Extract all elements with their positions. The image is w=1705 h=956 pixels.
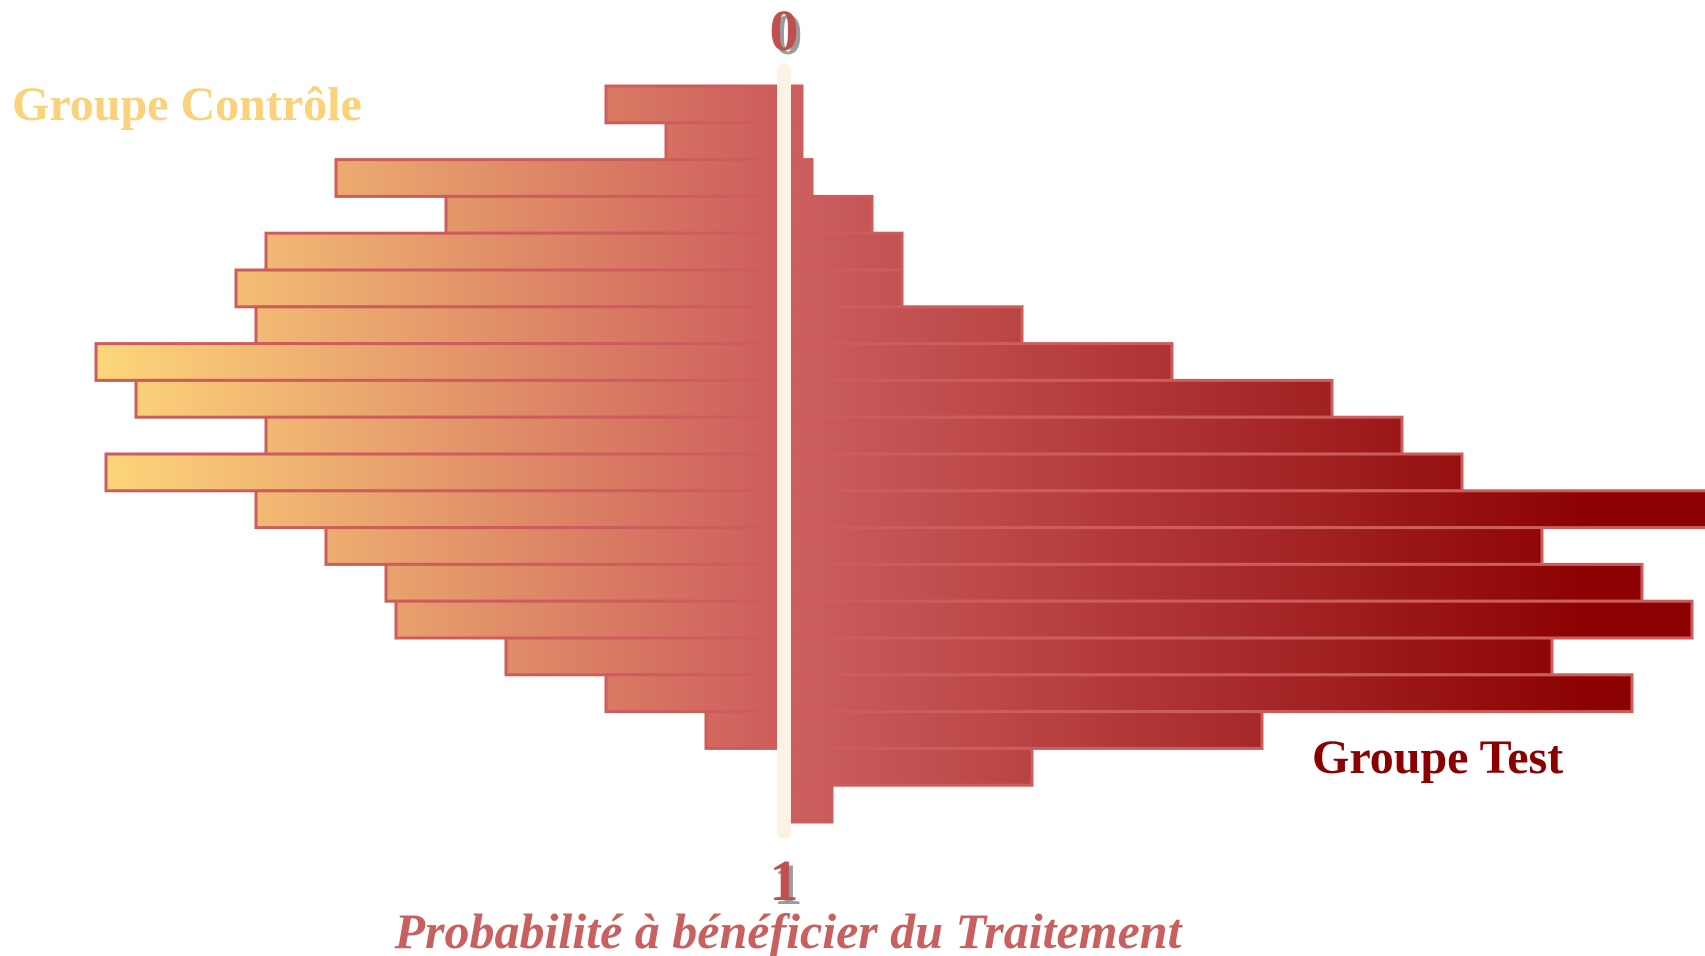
control-bar-13 bbox=[384, 562, 778, 603]
control-group-bars bbox=[94, 84, 778, 750]
control-bar-4 bbox=[264, 231, 778, 272]
control-bar-12 bbox=[324, 526, 778, 566]
control-bar-7 bbox=[94, 342, 778, 382]
test-bar-17 bbox=[790, 710, 1264, 750]
test-bar-1 bbox=[790, 121, 804, 162]
test-bar-2 bbox=[790, 158, 814, 198]
test-bar-9 bbox=[790, 415, 1404, 456]
control-bar-6 bbox=[254, 305, 778, 346]
control-bar-14 bbox=[394, 599, 778, 640]
x-axis-title: Probabilité à bénéficier du Traitement bbox=[394, 903, 1184, 956]
tick-label-0: 0 bbox=[770, 0, 799, 63]
control-bar-16 bbox=[604, 673, 778, 714]
control-bar-11 bbox=[254, 489, 778, 530]
test-bar-13 bbox=[790, 562, 1644, 603]
test-bar-0 bbox=[790, 84, 804, 125]
tick-label-0-shadow: 0 bbox=[774, 2, 803, 67]
control-bar-9 bbox=[264, 415, 778, 456]
test-bar-4 bbox=[790, 231, 904, 272]
control-bar-1 bbox=[664, 121, 778, 162]
test-bar-15 bbox=[790, 636, 1554, 677]
legend-test-group: Groupe Test bbox=[1312, 731, 1563, 784]
test-group-bars bbox=[790, 84, 1705, 824]
tick-label-1-shadow: 1 bbox=[774, 852, 803, 917]
test-bar-11 bbox=[790, 489, 1705, 530]
tick-label-1: 1 bbox=[770, 848, 799, 913]
test-bar-8 bbox=[790, 378, 1334, 419]
control-bar-2 bbox=[334, 158, 778, 198]
test-bar-10 bbox=[790, 452, 1464, 493]
control-bar-8 bbox=[134, 378, 778, 419]
control-bar-10 bbox=[104, 452, 778, 493]
control-bar-3 bbox=[444, 194, 778, 235]
control-bar-15 bbox=[504, 636, 778, 677]
control-bar-17 bbox=[704, 710, 778, 750]
test-bar-5 bbox=[790, 268, 904, 309]
test-bar-18 bbox=[790, 746, 1034, 787]
test-bar-16 bbox=[790, 673, 1634, 714]
legend-control-group: Groupe Contrôle bbox=[12, 78, 362, 131]
test-bar-7 bbox=[790, 342, 1174, 382]
control-bar-0 bbox=[604, 84, 778, 125]
test-bar-19 bbox=[790, 783, 834, 824]
test-bar-14 bbox=[790, 599, 1694, 640]
test-bar-6 bbox=[790, 305, 1024, 346]
test-bar-12 bbox=[790, 526, 1544, 566]
test-bar-3 bbox=[790, 194, 874, 235]
control-bar-5 bbox=[234, 268, 778, 309]
